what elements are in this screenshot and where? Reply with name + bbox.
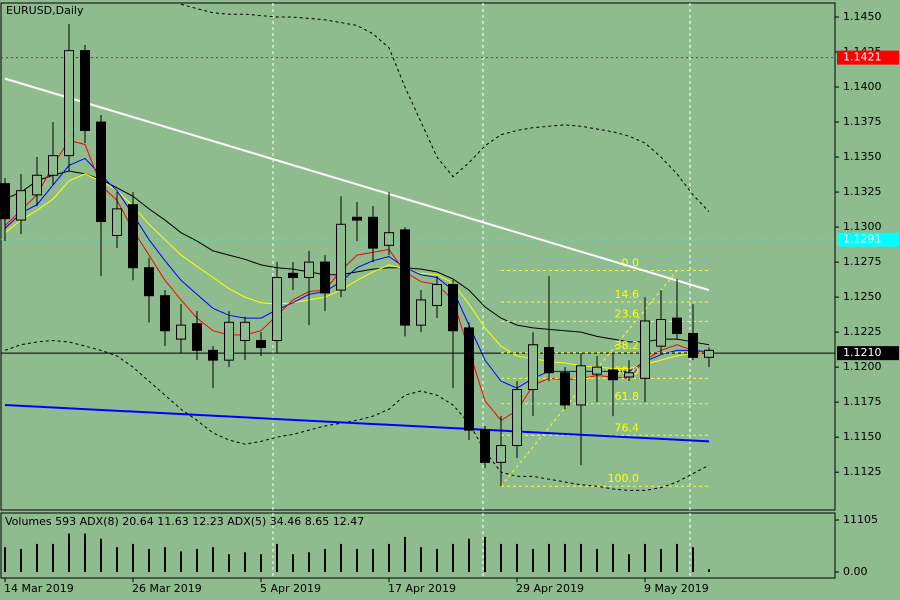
plot: 1.14501.14251.14001.13751.13501.13251.13… — [0, 3, 899, 595]
candle-body — [64, 50, 74, 157]
indicator-line — [180, 3, 710, 213]
candle-body — [48, 155, 58, 176]
y-tick-label: 1.1375 — [843, 115, 882, 128]
candle-body — [528, 344, 538, 391]
candle-body — [544, 347, 554, 374]
candle-body — [432, 284, 442, 307]
fibo-label: 14.6 — [615, 288, 640, 301]
candle-body — [512, 389, 522, 447]
candle-body — [240, 321, 250, 342]
candle-body — [416, 299, 426, 326]
y-tick-label: 1.1400 — [843, 80, 882, 93]
y-tick-label: 1.1250 — [843, 290, 882, 303]
y-tick-label: 1.1225 — [843, 325, 882, 338]
candle-body — [640, 320, 650, 379]
x-tick-label: 5 Apr 2019 — [260, 582, 321, 595]
price-label-box — [837, 346, 899, 361]
candle-body — [192, 323, 202, 351]
fibo-label: 76.4 — [615, 421, 640, 434]
main-panel — [0, 2, 836, 511]
x-tick-label: 29 Apr 2019 — [516, 582, 584, 595]
candle-body — [128, 204, 138, 269]
candle-body — [624, 372, 634, 378]
y-tick-label: 1.1325 — [843, 185, 882, 198]
y-tick-label: 1.1450 — [843, 10, 882, 23]
y-tick-label: 1.1275 — [843, 255, 882, 268]
candle-body — [112, 208, 122, 236]
price-label-box — [837, 50, 899, 65]
candle-body — [16, 190, 26, 221]
indicator-line — [4, 157, 710, 389]
chart-title: EURUSD,Daily — [6, 4, 84, 17]
candle-body — [176, 324, 186, 340]
fibo-label: 0.0 — [622, 257, 640, 270]
candle-body — [656, 319, 666, 347]
trendline — [4, 77, 710, 292]
indicator-line — [4, 170, 710, 346]
fibo-label: 100.0 — [608, 472, 640, 485]
indicator-line — [4, 340, 710, 491]
x-tick-label: 26 Mar 2019 — [132, 582, 202, 595]
y-tick-label: 1.1150 — [843, 430, 882, 443]
x-tick-label: 17 Apr 2019 — [388, 582, 456, 595]
y-tick-label: 1.1125 — [843, 465, 882, 478]
candle-body — [608, 369, 618, 381]
x-tick-label: 9 May 2019 — [644, 582, 709, 595]
y-tick-label: 1.1350 — [843, 150, 882, 163]
candle-body — [672, 317, 682, 335]
trendline — [4, 403, 710, 443]
candle-body — [464, 327, 474, 431]
candle-body — [576, 365, 586, 406]
price-label: 1.1291 — [843, 233, 882, 246]
candle-body — [480, 429, 490, 463]
candle-body — [704, 349, 714, 358]
volume-tick-label: 11105 — [843, 513, 878, 526]
candle-body — [96, 121, 106, 222]
fibo-label: 23.6 — [615, 307, 640, 320]
volume-panel — [0, 512, 836, 579]
candle-body — [448, 284, 458, 332]
y-tick-label: 1.1200 — [843, 360, 882, 373]
candle-body — [592, 366, 602, 375]
volume-label: Volumes 593 ADX(8) 20.64 11.63 12.23 ADX… — [5, 515, 364, 528]
candle-body — [288, 272, 298, 279]
candle-body — [160, 295, 170, 332]
x-tick-label: 14 Mar 2019 — [4, 582, 74, 595]
candle-body — [560, 372, 570, 406]
volume-tick-label: 0.00 — [843, 565, 868, 578]
candle-body — [320, 261, 330, 294]
candle-body — [384, 232, 394, 246]
candle-body — [144, 267, 154, 297]
fibo-label: 38.2 — [615, 339, 640, 352]
y-tick-label: 1.1175 — [843, 395, 882, 408]
candle-body — [256, 340, 266, 349]
candle-body — [352, 216, 362, 221]
candle-body — [32, 174, 42, 196]
candle-body — [368, 216, 378, 249]
candle-body — [688, 333, 698, 358]
y-tick-label: 1.1300 — [843, 220, 882, 233]
price-label: 1.1210 — [843, 346, 882, 359]
fibo-anchor — [500, 270, 678, 487]
candle-body — [400, 229, 410, 326]
candle-body — [208, 349, 218, 361]
indicator-line — [4, 173, 709, 370]
indicator-line — [4, 139, 710, 422]
price-label: 1.1421 — [843, 51, 882, 64]
candle-body — [224, 321, 234, 361]
candle-body — [336, 223, 346, 291]
price-label-box — [837, 232, 899, 247]
candle-body — [0, 183, 10, 220]
candle-body — [272, 277, 282, 342]
candle-body — [496, 445, 506, 463]
fibo-label: 61.8 — [615, 390, 640, 403]
candle-body — [80, 50, 90, 131]
candle-body — [304, 261, 314, 279]
